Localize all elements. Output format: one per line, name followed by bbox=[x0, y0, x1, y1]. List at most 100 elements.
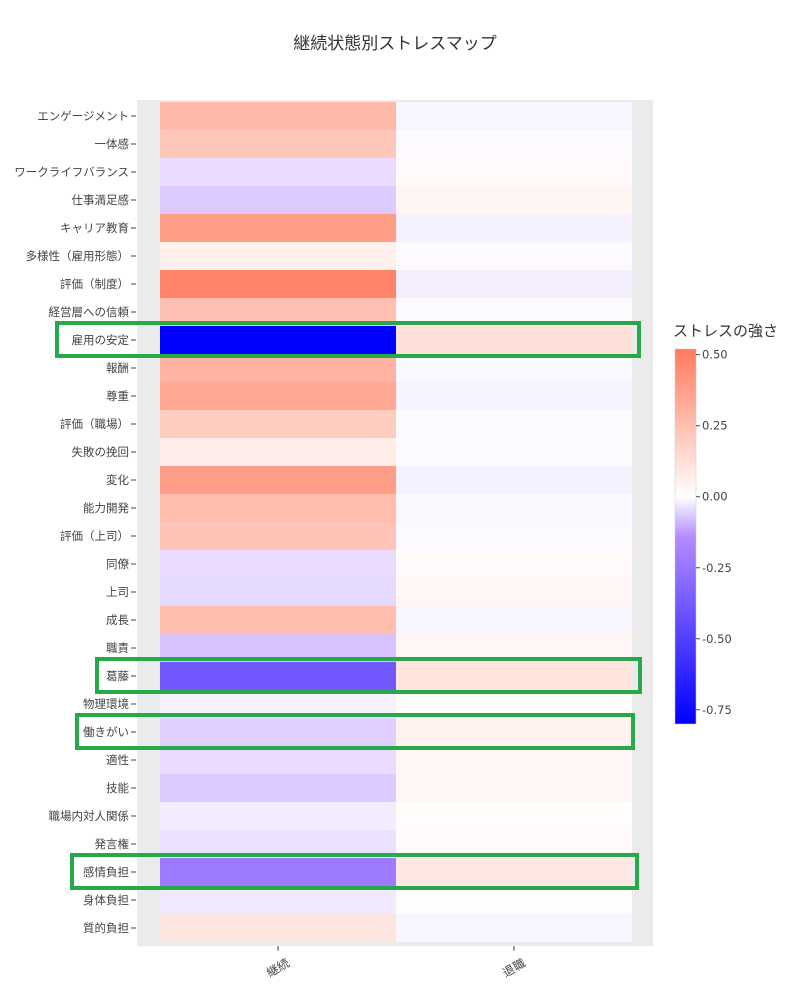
heatmap-cell bbox=[160, 494, 396, 522]
y-tick-label: 働きがい bbox=[83, 725, 129, 739]
heatmap-cell bbox=[396, 242, 632, 270]
heatmap-cell bbox=[396, 214, 632, 242]
heatmap-cell bbox=[160, 102, 396, 130]
heatmap-cell bbox=[160, 858, 396, 886]
y-tick-label: 発言権 bbox=[95, 837, 130, 851]
y-axis-labels: エンゲージメント一体感ワークライフバランス仕事満足感キャリア教育多様性（雇用形態… bbox=[14, 109, 136, 935]
colorbar-tick-label: -0.25 bbox=[702, 561, 732, 575]
heatmap-cell bbox=[160, 438, 396, 466]
y-tick-label: 一体感 bbox=[95, 137, 130, 151]
heatmap-cell bbox=[160, 354, 396, 382]
y-tick-label: エンゲージメント bbox=[37, 109, 129, 123]
colorbar-tick-label: -0.50 bbox=[702, 632, 732, 646]
x-tick-label: 継続 bbox=[264, 955, 292, 980]
y-tick-label: 職場内対人関係 bbox=[49, 809, 130, 823]
y-tick-label: 変化 bbox=[106, 473, 129, 487]
y-tick-label: 上司 bbox=[106, 585, 129, 599]
heatmap-cell bbox=[160, 158, 396, 186]
y-tick-label: 職責 bbox=[106, 641, 129, 655]
heatmap-cell bbox=[160, 578, 396, 606]
heatmap-cell bbox=[396, 410, 632, 438]
y-tick-label: 質的負担 bbox=[83, 921, 129, 935]
colorbar-ticks: 0.50 0.25 0.00 -0.25 -0.50 -0.75 bbox=[696, 348, 732, 717]
heatmap-cell bbox=[160, 550, 396, 578]
heatmap-cell bbox=[396, 158, 632, 186]
y-tick-label: 適性 bbox=[106, 753, 129, 767]
y-tick-label: ワークライフバランス bbox=[14, 165, 129, 179]
x-axis-labels: 継続 退職 bbox=[264, 946, 528, 980]
heatmap-cell bbox=[396, 270, 632, 298]
heatmap-cell bbox=[396, 914, 632, 942]
y-tick-label: キャリア教育 bbox=[60, 221, 129, 235]
colorbar-tick-label: 0.00 bbox=[702, 490, 728, 504]
y-tick-label: 物理環境 bbox=[83, 697, 129, 711]
y-tick-label: 同僚 bbox=[106, 557, 129, 571]
heatmap-cell bbox=[396, 774, 632, 802]
y-tick-label: 経営層への信頼 bbox=[49, 305, 130, 319]
heatmap-cell bbox=[396, 746, 632, 774]
heatmap-cell bbox=[396, 354, 632, 382]
heatmap-cell bbox=[396, 858, 632, 886]
colorbar-tick-label: 0.50 bbox=[702, 348, 728, 362]
heatmap-cell bbox=[396, 382, 632, 410]
heatmap-cell bbox=[396, 326, 632, 354]
y-tick-label: 雇用の安定 bbox=[72, 333, 130, 347]
heatmap-cell bbox=[396, 550, 632, 578]
colorbar-title: ストレスの強さ bbox=[673, 322, 778, 340]
heatmap-cell bbox=[396, 102, 632, 130]
y-tick-label: 技能 bbox=[106, 781, 129, 795]
y-tick-label: 評価（職場） bbox=[60, 417, 129, 431]
heatmap-cell bbox=[160, 466, 396, 494]
y-tick-label: 感情負担 bbox=[83, 865, 129, 879]
heatmap-cell bbox=[396, 494, 632, 522]
heatmap-cell bbox=[396, 130, 632, 158]
heatmap-cell bbox=[160, 914, 396, 942]
highlight-boxes bbox=[55, 321, 642, 890]
colorbar bbox=[674, 348, 697, 725]
heatmap-cell bbox=[160, 886, 396, 914]
heatmap-cell bbox=[160, 186, 396, 214]
heatmap-cell bbox=[396, 186, 632, 214]
heatmap-cell bbox=[160, 802, 396, 830]
heatmap-cell bbox=[396, 466, 632, 494]
colorbar-tick-label: 0.25 bbox=[702, 419, 728, 433]
heatmap-cell bbox=[160, 606, 396, 634]
heatmap-cell bbox=[160, 242, 396, 270]
y-tick-label: 報酬 bbox=[106, 361, 129, 375]
y-tick-label: 葛藤 bbox=[106, 669, 129, 683]
heatmap-cell bbox=[396, 606, 632, 634]
y-tick-label: 成長 bbox=[106, 613, 129, 627]
heatmap-cells bbox=[160, 102, 632, 942]
heatmap-cell bbox=[160, 130, 396, 158]
y-tick-label: 尊重 bbox=[106, 389, 129, 403]
y-tick-label: 多様性（雇用形態） bbox=[26, 249, 130, 263]
highlight-box bbox=[75, 713, 635, 750]
y-tick-label: 評価（制度） bbox=[60, 277, 129, 291]
colorbar-tick-label: -0.75 bbox=[702, 703, 732, 717]
x-tick-label: 退職 bbox=[500, 956, 528, 980]
heatmap-cell bbox=[396, 802, 632, 830]
heatmap-cell bbox=[160, 774, 396, 802]
heatmap-cell bbox=[160, 382, 396, 410]
highlight-box bbox=[95, 657, 642, 694]
heatmap-cell bbox=[160, 662, 396, 690]
heatmap-cell bbox=[160, 410, 396, 438]
y-tick-label: 身体負担 bbox=[83, 893, 129, 907]
heatmap-cell bbox=[396, 438, 632, 466]
heatmap-cell bbox=[160, 746, 396, 774]
highlight-box bbox=[55, 321, 641, 358]
y-tick-label: 仕事満足感 bbox=[72, 193, 130, 207]
y-tick-label: 評価（上司） bbox=[60, 529, 129, 543]
heatmap-cell bbox=[396, 578, 632, 606]
heatmap-cell bbox=[396, 886, 632, 914]
heatmap-cell bbox=[160, 326, 396, 354]
heatmap-cell bbox=[396, 662, 632, 690]
heatmap-cell bbox=[396, 718, 632, 746]
y-tick-label: 能力開発 bbox=[83, 501, 129, 515]
heatmap-cell bbox=[160, 718, 396, 746]
chart-title: 継続状態別ストレスマップ bbox=[293, 34, 497, 54]
heatmap-cell bbox=[160, 522, 396, 550]
y-tick-label: 失敗の挽回 bbox=[72, 445, 130, 459]
heatmap-cell bbox=[396, 522, 632, 550]
